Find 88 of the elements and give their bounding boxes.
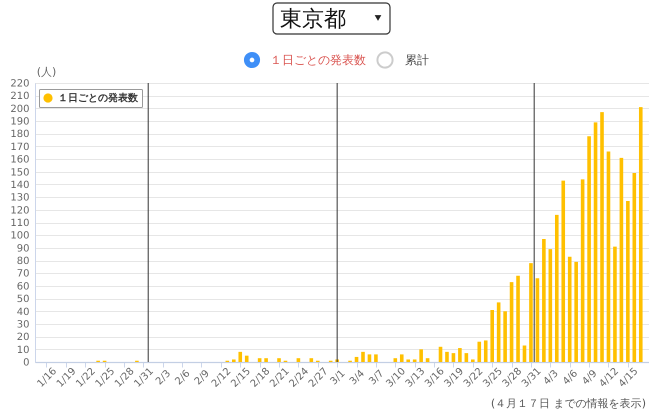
bar <box>574 262 578 362</box>
bar <box>438 346 442 362</box>
bar <box>277 358 281 362</box>
y-tick-label: 10 <box>16 344 30 356</box>
text: １日ごとの発表数 <box>270 53 366 67</box>
y-tick-label: 190 <box>10 116 30 128</box>
bar <box>296 358 300 362</box>
bar <box>258 358 262 362</box>
y-tick-label: 30 <box>16 319 30 330</box>
bar <box>620 158 624 362</box>
bar <box>471 359 475 362</box>
bar <box>310 358 314 362</box>
y-tick-label: 20 <box>16 332 30 344</box>
bar <box>503 311 507 362</box>
y-axis-title: (人) <box>36 66 56 78</box>
y-tick-label: 130 <box>10 192 30 204</box>
bar <box>554 214 559 362</box>
bar <box>522 346 526 362</box>
bar <box>232 359 236 362</box>
y-tick-label: 100 <box>10 230 30 242</box>
bar <box>238 352 242 362</box>
bar <box>587 136 591 362</box>
bar <box>542 238 546 362</box>
bar <box>400 354 404 362</box>
x-tick-label: 3/7 <box>367 368 386 388</box>
bar <box>613 246 617 362</box>
x-tick-label: 3/1 <box>328 368 348 388</box>
bar <box>264 358 268 362</box>
x-tick-label: 3/4 <box>348 368 367 388</box>
bar <box>452 353 456 362</box>
x-tick-label: 2/6 <box>173 368 193 388</box>
bar <box>490 310 494 362</box>
bar <box>374 354 378 362</box>
y-tick-label: 180 <box>10 129 30 140</box>
bar <box>426 358 430 362</box>
y-tick-label: 90 <box>16 243 30 254</box>
bar <box>412 359 416 362</box>
y-tick-label: 50 <box>16 294 30 306</box>
bar <box>354 356 358 362</box>
y-tick-label: 40 <box>16 306 30 318</box>
y-tick-label: 200 <box>10 104 30 115</box>
text: (４月１７日 までの情報を表示) <box>490 397 646 410</box>
y-tick-label: 220 <box>10 78 30 90</box>
text: 累計 <box>405 53 429 67</box>
bar <box>419 349 423 362</box>
y-tick-label: 160 <box>10 154 30 166</box>
bar <box>600 112 604 362</box>
bar <box>548 249 552 362</box>
x-tick-label: 4/6 <box>560 368 580 388</box>
bar <box>458 348 462 362</box>
y-tick-label: 80 <box>16 256 30 268</box>
bar <box>393 358 398 362</box>
x-tick-label: 4/9 <box>580 368 600 388</box>
y-tick-label: 110 <box>10 218 30 229</box>
y-tick-label: 120 <box>10 205 30 216</box>
x-tick-label: 2/3 <box>154 368 174 388</box>
bar <box>529 263 533 362</box>
bar <box>580 179 584 362</box>
bar <box>361 352 365 362</box>
bar <box>406 359 410 362</box>
bar <box>464 353 468 362</box>
y-tick-label: 60 <box>16 281 30 292</box>
bar <box>368 354 372 362</box>
bar <box>594 122 598 362</box>
bar <box>536 278 540 362</box>
legend-label: １日ごとの発表数 <box>58 92 139 104</box>
bar <box>568 256 572 362</box>
y-tick-label: 170 <box>10 142 30 153</box>
bar <box>516 276 520 362</box>
bar <box>606 151 610 362</box>
y-tick-label: 0 <box>23 358 30 368</box>
bar <box>626 200 630 362</box>
x-tick-label: 4/3 <box>542 368 561 388</box>
y-tick-label: 70 <box>16 268 30 280</box>
bar <box>445 352 449 362</box>
y-tick-label: 210 <box>10 91 30 102</box>
bar <box>484 340 488 362</box>
y-tick-label: 150 <box>10 167 30 178</box>
bar <box>244 356 249 362</box>
bar <box>510 282 514 362</box>
bar <box>561 180 566 362</box>
y-tick-label: 140 <box>10 180 30 191</box>
x-tick-label: 2/9 <box>192 368 212 388</box>
bar <box>638 107 643 362</box>
chart-title: 東京都 <box>280 7 346 32</box>
bar <box>496 302 500 362</box>
bar <box>477 342 482 362</box>
bar <box>632 173 636 362</box>
